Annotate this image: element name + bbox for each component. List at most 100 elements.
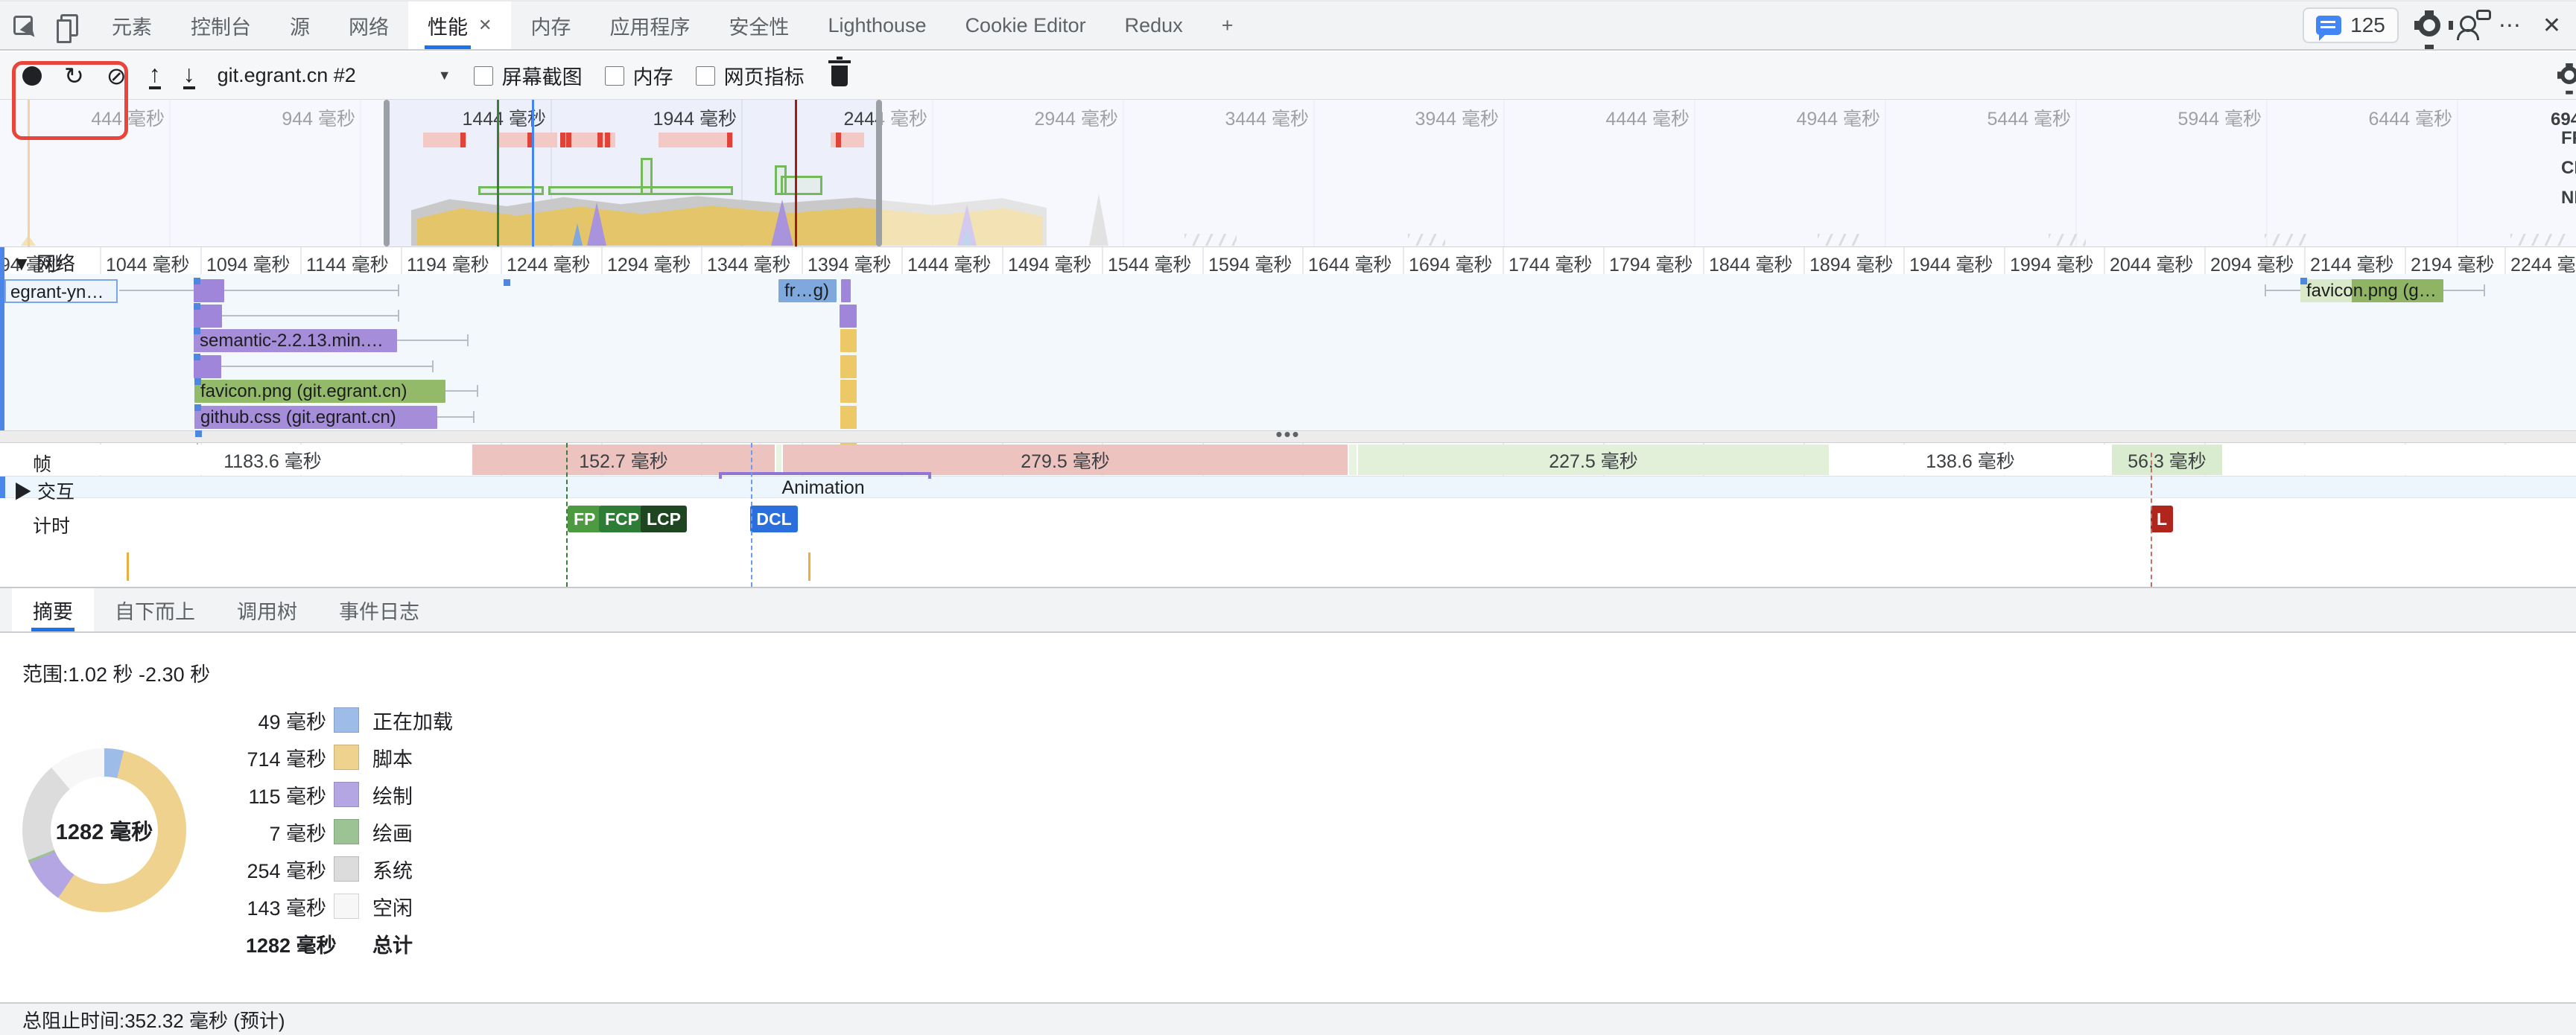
frames-track[interactable]: 帧 1183.6 毫秒 152.7 毫秒 279.5 毫秒 227.5 毫秒 138.6… <box>0 443 2576 477</box>
interactions-track-label[interactable]: ▶ 交互 <box>13 482 74 503</box>
legend-value: 254 毫秒 <box>247 859 326 882</box>
clear-recordings-icon[interactable]: ⊘ <box>106 62 127 89</box>
web-vitals-checkbox[interactable]: 网页指标 <box>695 61 805 90</box>
tab-元素[interactable]: 元素 <box>92 1 171 49</box>
long-task-bar <box>423 133 466 147</box>
overview-dim-left <box>0 100 389 246</box>
frame-section[interactable]: 152.7 毫秒 <box>472 445 776 475</box>
long-task-bar <box>659 133 733 147</box>
network-request-bar[interactable] <box>840 329 857 352</box>
overview-edge-label: NET <box>2561 188 2576 208</box>
network-request-label[interactable]: egrant-yn… <box>4 279 118 303</box>
device-toolbar-icon[interactable] <box>46 1 92 49</box>
network-request-bar[interactable] <box>840 380 857 403</box>
network-track[interactable]: ▼ 网络 egrant-yn… fr…g) favicon.png (g… seman… <box>0 247 2576 453</box>
record-button[interactable] <box>22 66 42 86</box>
detail-ruler-label: 2144 毫秒 <box>2310 255 2394 276</box>
close-devtools-icon[interactable]: ✕ <box>2542 13 2561 38</box>
request-whisker <box>437 416 473 418</box>
tab-Redux[interactable]: Redux <box>1105 1 1202 49</box>
issues-badge[interactable]: 125 <box>2303 7 2399 43</box>
timing-marker-l[interactable]: L <box>2151 506 2174 532</box>
summary-panel: 范围:1.02 秒 -2.30 秒 1282 毫秒 49 毫秒 正在加载 714 毫… <box>0 634 2576 1002</box>
screenshots-checkbox-input[interactable] <box>473 66 493 86</box>
frame-section[interactable]: 138.6 毫秒 <box>1830 445 2112 475</box>
frame-section[interactable]: 227.5 毫秒 <box>1358 445 1830 475</box>
detail-ruler-label: 2194 毫秒 <box>2411 255 2495 276</box>
load-profile-icon[interactable]: ↑ <box>148 62 161 89</box>
animation-label[interactable]: Animation <box>781 477 865 498</box>
fps-bar <box>641 158 653 195</box>
bottom-tab-摘要[interactable]: 摘要 <box>12 588 94 631</box>
network-request-bar[interactable] <box>841 279 851 302</box>
frame-section[interactable] <box>1349 445 1358 475</box>
bottom-tab-事件日志[interactable]: 事件日志 <box>339 600 419 623</box>
legend-value: 115 毫秒 <box>248 785 326 808</box>
timing-marker-lcp[interactable]: LCP <box>641 506 687 532</box>
save-profile-icon[interactable]: ↓ <box>183 62 195 89</box>
donut-total-label: 1282 毫秒 <box>51 777 158 884</box>
request-whisker-tick <box>2484 284 2485 296</box>
frame-section[interactable]: 279.5 毫秒 <box>783 445 1349 475</box>
tab-close-icon[interactable]: ✕ <box>478 16 492 34</box>
frame-section[interactable]: 56.3 毫秒 <box>2112 445 2224 475</box>
tab-应用程序[interactable]: 应用程序 <box>590 1 709 49</box>
capture-settings-gear-icon[interactable] <box>2557 63 2576 95</box>
delete-recording-icon[interactable] <box>828 56 851 86</box>
detail-ruler-label: 2044 毫秒 <box>2110 255 2194 276</box>
network-request-bar[interactable]: favicon.png (git.egrant.cn) <box>194 380 445 403</box>
settings-gear-icon[interactable] <box>2414 10 2453 49</box>
reload-and-record-button[interactable]: ↻ <box>64 62 84 89</box>
tab-+[interactable]: + <box>1202 1 1253 49</box>
network-request-bar[interactable]: favicon.png (g… <box>2300 279 2443 302</box>
overview-right-handle[interactable] <box>876 100 882 246</box>
tab-Cookie Editor[interactable]: Cookie Editor <box>946 1 1105 49</box>
performance-toolbar: ↻ ⊘ ↑ ↓ git.egrant.cn #2 ▼ 屏幕截图 内存 网页指标 <box>0 52 2576 100</box>
memory-checkbox[interactable]: 内存 <box>604 61 673 90</box>
network-request-bar[interactable]: semantic-2.2.13.min.… <box>194 329 397 352</box>
overview-left-handle[interactable] <box>384 100 390 246</box>
network-request-bar[interactable] <box>840 305 857 328</box>
fps-bar <box>478 186 544 195</box>
tab-Lighthouse[interactable]: Lighthouse <box>808 1 945 49</box>
more-options-icon[interactable]: ⋯ <box>2498 13 2523 38</box>
long-task-red-tick <box>460 133 466 147</box>
tab-控制台[interactable]: 控制台 <box>171 1 270 49</box>
memory-checkbox-input[interactable] <box>604 66 624 86</box>
tab-源[interactable]: 源 <box>270 1 329 49</box>
bottom-panel-divider[interactable] <box>0 587 2576 588</box>
bottom-tab-调用树[interactable]: 调用树 <box>237 600 297 623</box>
request-queue-chip <box>194 378 201 385</box>
network-track-header[interactable]: ▼ 网络 <box>12 252 75 275</box>
request-whisker-tick <box>432 360 434 372</box>
tab-安全性[interactable]: 安全性 <box>709 1 808 49</box>
track-resize-handle[interactable]: ••• <box>0 424 2576 444</box>
interactions-track[interactable]: ▶ 交互 Animation <box>0 472 2576 503</box>
overview-edge-label: 6944 毫秒 <box>2551 109 2576 130</box>
feedback-person-icon[interactable] <box>2456 10 2491 40</box>
event-dash-line <box>751 443 752 587</box>
network-request-bar[interactable]: fr…g) <box>778 279 837 302</box>
screenshots-checkbox[interactable]: 屏幕截图 <box>473 61 583 90</box>
network-request-bar[interactable]: github.css (git.egrant.cn) <box>194 406 437 429</box>
timings-track[interactable]: 计时 FP FCP LCP DCL L <box>0 498 2576 587</box>
legend-label: 脚本 <box>372 748 413 771</box>
tab-内存[interactable]: 内存 <box>511 1 590 49</box>
timing-marker-fcp[interactable]: FCP <box>599 506 645 532</box>
frame-section[interactable]: 1183.6 毫秒 <box>74 445 472 475</box>
network-track-selected-border <box>0 247 4 430</box>
frame-section[interactable] <box>2224 445 2576 475</box>
history-dropdown[interactable]: git.egrant.cn #2 ▼ <box>218 64 451 87</box>
detail-ruler-label: 1044 毫秒 <box>106 255 190 276</box>
network-request-bar[interactable] <box>840 355 857 378</box>
web-vitals-checkbox-input[interactable] <box>695 66 715 86</box>
tab-网络[interactable]: 网络 <box>329 1 408 49</box>
frame-section[interactable] <box>776 445 783 475</box>
inspect-element-icon[interactable] <box>0 1 46 49</box>
timing-marker-fp[interactable]: FP <box>568 506 602 532</box>
bottom-tab-自下而上[interactable]: 自下而上 <box>115 600 195 623</box>
timing-marker-dcl[interactable]: DCL <box>750 506 798 532</box>
network-request-bar[interactable] <box>840 406 857 429</box>
tab-性能[interactable]: 性能 ✕ <box>408 1 512 49</box>
